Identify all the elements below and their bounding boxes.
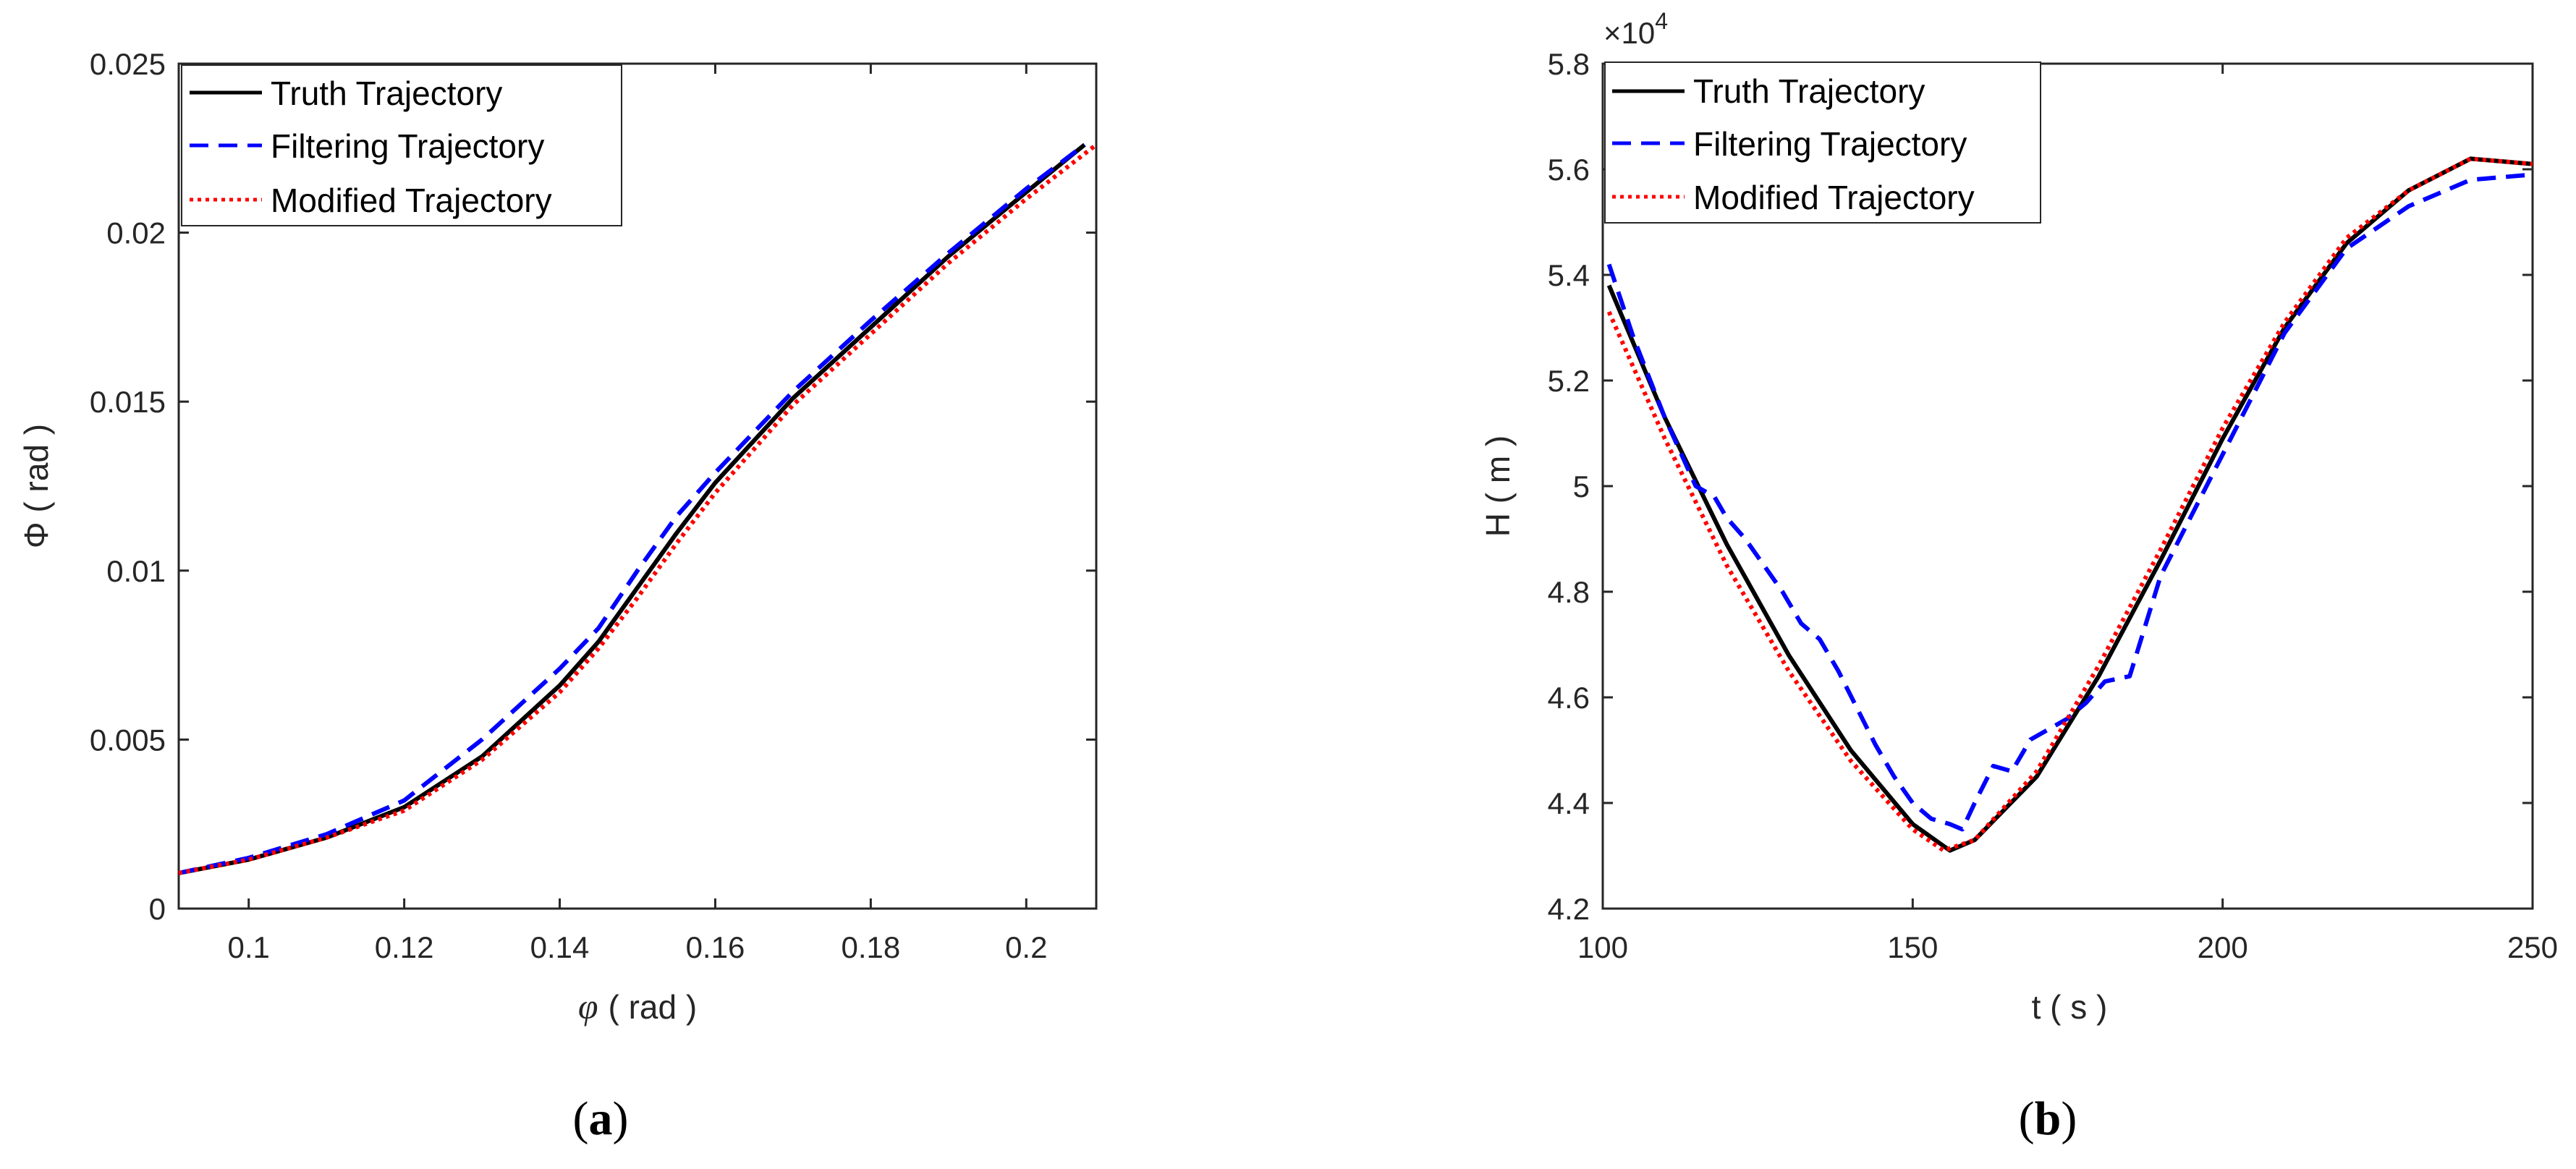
- panel-a-x-axis-unit: ( rad ): [608, 988, 697, 1026]
- legend-b-filtering-label: Filtering Trajectory: [1693, 125, 1967, 163]
- panel-b-ticks: 100 150 200 250 4.2 4.4 4.6 4.8 5 5.2 5.4 5.6 5.8: [1548, 47, 2558, 964]
- panel-b-series-modified-trajectory: [1606, 156, 2533, 853]
- panel-a-series: [178, 143, 1098, 875]
- panel-b-x-tick-label: 200: [2198, 930, 2248, 964]
- legend-a-modified-label: Modified Trajectory: [271, 182, 552, 219]
- panel-a-x-tick-label: 0.12: [375, 930, 434, 964]
- panel-b-y-multiplier: ×104: [1603, 8, 1668, 50]
- panel-b-y-tick-label: 5.8: [1548, 47, 1590, 81]
- panel-b-y-multiplier-base: ×10: [1603, 16, 1655, 50]
- panel-b-caption: (b): [2019, 1092, 2077, 1145]
- panel-b-series: [1606, 156, 2533, 853]
- legend-b-modified-label: Modified Trajectory: [1693, 179, 1975, 216]
- panel-b-chart: 100 150 200 250 4.2 4.4 4.6 4.8 5 5.2 5.4 5.6 5.8 t …: [1479, 8, 2558, 1145]
- legend-a-truth-label: Truth Trajectory: [271, 75, 502, 112]
- panel-b-caption-letter: b: [2035, 1092, 2062, 1145]
- panel-a-y-tick-label: 0: [149, 892, 166, 926]
- panel-b-series-truth-trajectory: [1606, 156, 2533, 853]
- panel-a-series-modified-trajectory: [178, 143, 1098, 875]
- panel-a-y-tick-label: 0.025: [90, 47, 166, 81]
- panel-a-x-tick-label: 0.16: [686, 930, 745, 964]
- panel-b-y-tick-label: 4.4: [1548, 786, 1590, 820]
- panel-a-caption-letter: a: [589, 1092, 613, 1145]
- legend-b-truth-label: Truth Trajectory: [1693, 72, 1925, 110]
- panel-a-x-tick-label: 0.1: [228, 930, 270, 964]
- panel-b-y-tick-label: 5.2: [1548, 364, 1590, 398]
- legend-a-filtering-label: Filtering Trajectory: [271, 127, 544, 165]
- panel-a-y-tick-label: 0.01: [106, 554, 166, 588]
- panel-a-x-axis-title: φ ( rad ): [578, 986, 697, 1026]
- panel-b-y-multiplier-exponent: 4: [1655, 8, 1668, 34]
- panel-a-x-tick-label: 0.2: [1005, 930, 1047, 964]
- panel-a-caption: (a): [573, 1092, 629, 1145]
- panel-b-y-tick-label: 4.6: [1548, 681, 1590, 715]
- panel-a-legend: Truth Trajectory Filtering Trajectory Mo…: [181, 64, 622, 226]
- panel-a-y-tick-label: 0.015: [90, 385, 166, 419]
- panel-b-y-tick-label: 4.8: [1548, 575, 1590, 609]
- panel-b-y-axis-title: H ( m ): [1479, 435, 1517, 537]
- panel-b-legend: Truth Trajectory Filtering Trajectory Mo…: [1604, 61, 2041, 224]
- panel-a-series-filtering-trajectory: [178, 143, 1086, 875]
- panel-a-x-axis-symbol: φ: [578, 986, 598, 1026]
- panel-a-y-axis-title: Φ ( rad ): [17, 424, 55, 548]
- panel-a-x-tick-label: 0.14: [530, 930, 590, 964]
- panel-a-chart: 0.1 0.12 0.14 0.16 0.18 0.2 0 0.005 0.01 0.015 0.0…: [17, 47, 1098, 1145]
- panel-a-x-tick-label: 0.18: [841, 930, 900, 964]
- panel-b-series-filtering-trajectory: [1606, 172, 2533, 832]
- panel-b-x-tick-label: 100: [1577, 930, 1628, 964]
- panel-b-y-tick-label: 5: [1573, 469, 1590, 503]
- panel-b-x-axis-title: t ( s ): [2032, 988, 2108, 1026]
- panel-a-y-tick-label: 0.005: [90, 723, 166, 757]
- panel-a-y-tick-label: 0.02: [106, 216, 166, 250]
- panel-a-series-truth-trajectory: [178, 143, 1086, 875]
- panel-b-x-tick-label: 150: [1887, 930, 1938, 964]
- panel-b-y-tick-label: 4.2: [1548, 892, 1590, 926]
- panel-b-y-tick-label: 5.6: [1548, 153, 1590, 187]
- panel-a-ticks: 0.1 0.12 0.14 0.16 0.18 0.2 0 0.005 0.01 0.015 0.0…: [90, 47, 1096, 964]
- panel-b-x-tick-label: 250: [2507, 930, 2558, 964]
- panel-b-y-tick-label: 5.4: [1548, 258, 1590, 292]
